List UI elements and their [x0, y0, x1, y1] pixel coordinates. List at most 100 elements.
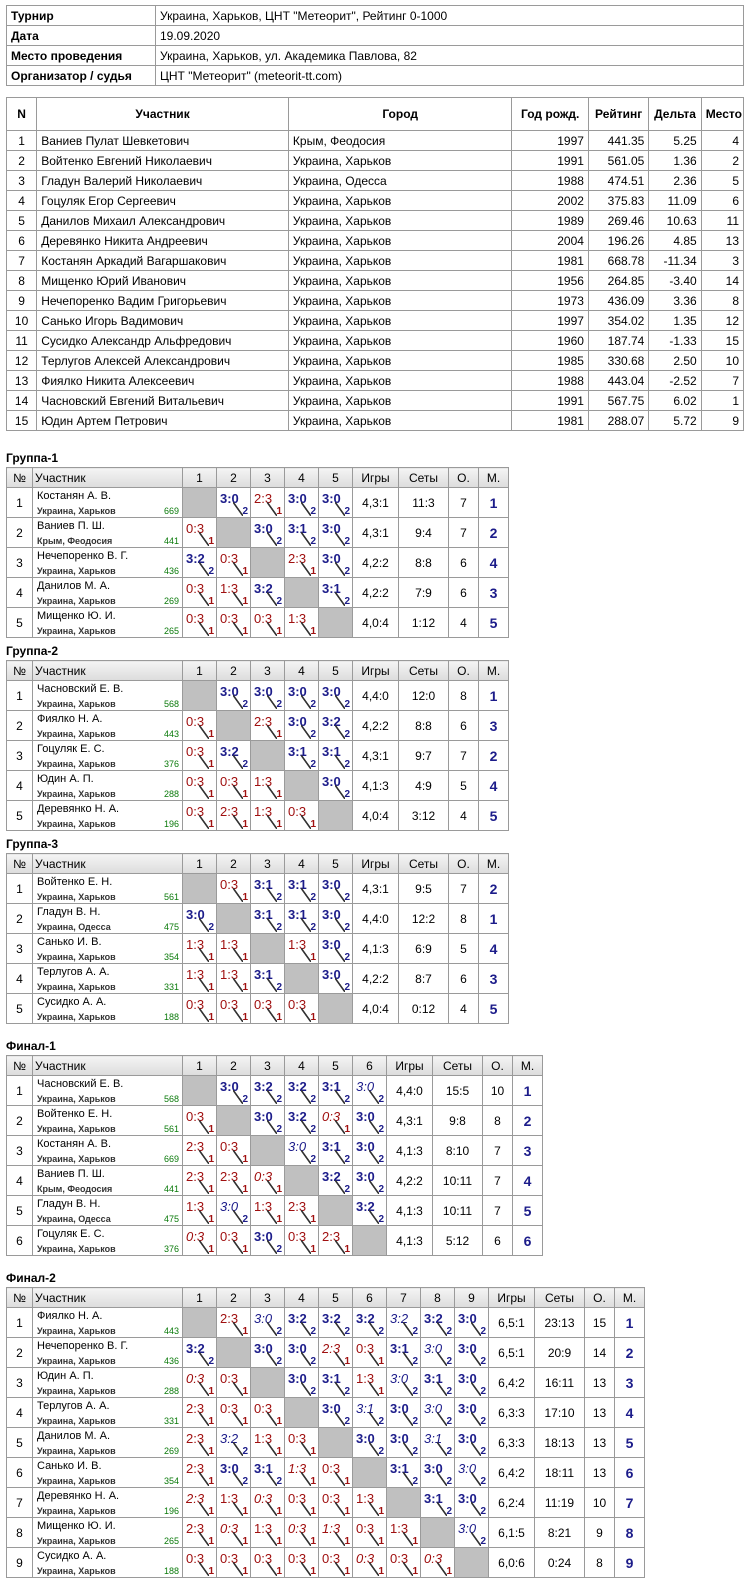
match-points: 1 — [242, 1536, 248, 1547]
score-cell: 0:3 1 — [216, 1397, 251, 1428]
player-name: Гладун В. Н. — [37, 1198, 101, 1210]
place: 6 — [512, 1225, 543, 1256]
column-header: О. — [584, 1287, 615, 1308]
participant-cell: Украина, Харьков — [287, 250, 513, 271]
slash — [403, 1412, 413, 1426]
slash — [233, 755, 243, 769]
column-header: Участник — [32, 1287, 183, 1308]
score-cell: 1:3 1 — [216, 1487, 251, 1518]
slash — [267, 1210, 277, 1224]
participant-cell: 3 — [700, 250, 745, 271]
slash — [267, 1472, 277, 1486]
slash — [335, 532, 345, 546]
points: 7 — [448, 487, 479, 518]
column-header: 5 — [318, 1055, 353, 1076]
row-number: 4 — [6, 1165, 33, 1196]
points: 8 — [584, 1547, 615, 1578]
slash — [335, 502, 345, 516]
player-rating: 436 — [163, 566, 179, 576]
participant-cell: Украина, Харьков — [287, 150, 513, 171]
match-points: 1 — [242, 1566, 248, 1577]
participant-cell: 288.07 — [587, 410, 650, 431]
player-cell: Деревянко Н. А. Украина, Харьков 196 — [32, 800, 183, 831]
slash — [301, 622, 311, 636]
group-header: № Участник 1 2 3 4 5 6 Игры Сеты О. М. — [6, 1055, 543, 1076]
match-points: 2 — [242, 759, 248, 770]
diagonal-cell — [216, 517, 251, 548]
participant-cell: 1.36 — [648, 150, 702, 171]
score-cell: 3:0 2 — [250, 680, 285, 711]
participant-cell: Санько Игорь Вадимович — [36, 310, 289, 331]
points: 9 — [584, 1517, 615, 1548]
slash — [233, 502, 243, 516]
participant-cell: 2 — [700, 150, 745, 171]
player-name: Деревянко Н. А. — [37, 803, 120, 815]
score-cell: 0:3 1 — [420, 1547, 455, 1578]
participant-row: 11 Сусидко Александр Альфредович Украина, … — [5, 330, 745, 351]
match-points: 2 — [412, 1356, 418, 1367]
column-header: Место — [700, 97, 745, 131]
participant-cell: Часновский Евгений Витальевич — [36, 390, 289, 411]
sets: 11:3 — [398, 487, 449, 518]
player-name: Данилов М. А. — [37, 1430, 111, 1442]
place: 1 — [478, 903, 509, 934]
match-points: 1 — [344, 1536, 350, 1547]
score-cell: 3:0 2 — [386, 1367, 421, 1398]
player-rating: 188 — [163, 1566, 179, 1576]
player-cell: Гоцуляк Е. С. Украина, Харьков 376 — [32, 1225, 183, 1256]
slash — [199, 755, 209, 769]
slash — [233, 948, 243, 962]
player-name: Гоцуляк Е. С. — [37, 743, 105, 755]
group-section: Группа-1 № Участник 1 2 3 4 5 Игры Сеты О. М. 1 Коста… — [6, 450, 744, 638]
score-cell: 2:3 1 — [250, 487, 285, 518]
sets: 6:9 — [398, 933, 449, 964]
group-row: 4 Терлугов А. А. Украина, Харьков 331 1:3 1 1:… — [6, 963, 509, 994]
group-row: 3 Юдин А. П. Украина, Харьков 288 0:3 1 0:3 1 3:… — [6, 1367, 645, 1398]
slash — [437, 1442, 447, 1456]
participant-cell: 9 — [700, 410, 745, 431]
match-points: 1 — [310, 1506, 316, 1517]
column-header: Игры — [488, 1287, 535, 1308]
group-header: № Участник 1 2 3 4 5 Игры Сеты О. М. — [6, 660, 509, 681]
score-cell: 0:3 1 — [182, 800, 217, 831]
participant-cell: 8 — [5, 270, 38, 291]
place: 2 — [478, 517, 509, 548]
match-points: 1 — [276, 789, 282, 800]
match-points: 2 — [446, 1356, 452, 1367]
games: 4,1:3 — [386, 1225, 433, 1256]
group-row: 2 Гладун В. Н. Украина, Одесса 475 3:0 2 3:1 2 3… — [6, 903, 509, 934]
row-number: 6 — [6, 1225, 33, 1256]
match-points: 1 — [276, 1536, 282, 1547]
group-header: № Участник 1 2 3 4 5 6 7 8 9 Игры Сеты О. М. — [6, 1287, 645, 1308]
diagonal-cell — [284, 963, 319, 994]
slash — [335, 1532, 345, 1546]
score-cell: 0:3 1 — [284, 1427, 319, 1458]
column-header: М. — [478, 467, 509, 488]
score-cell: 3:0 2 — [420, 1337, 455, 1368]
participant-cell: Украина, Харьков — [287, 230, 513, 251]
player-rating: 475 — [163, 1214, 179, 1224]
place: 2 — [512, 1105, 543, 1136]
score-cell: 1:3 1 — [216, 577, 251, 608]
participant-cell: 10 — [5, 310, 38, 331]
slash — [267, 1532, 277, 1546]
participant-row: 7 Костанян Аркадий Вагаршакович Украина, Х… — [5, 250, 745, 271]
score-cell: 3:2 2 — [318, 1165, 353, 1196]
sets: 8:8 — [398, 547, 449, 578]
slash — [199, 592, 209, 606]
score-cell: 3:0 2 — [454, 1337, 489, 1368]
match-points: 2 — [344, 1094, 350, 1105]
group-title: Финал-1 — [6, 1039, 56, 1053]
column-header: М. — [478, 853, 509, 874]
player-city: Украина, Харьков — [37, 759, 116, 769]
participant-cell: 330.68 — [587, 350, 650, 371]
slash — [199, 725, 209, 739]
row-number: 5 — [6, 1195, 33, 1226]
groups: Группа-1 № Участник 1 2 3 4 5 Игры Сеты О. М. 1 Коста… — [6, 450, 744, 1578]
match-points: 2 — [276, 1476, 282, 1487]
group-row: 5 Данилов М. А. Украина, Харьков 269 2:3 1 3:2… — [6, 1427, 645, 1458]
score-cell: 0:3 1 — [182, 740, 217, 771]
score-cell: 0:3 1 — [250, 1397, 285, 1428]
participant-cell: 15 — [5, 410, 38, 431]
score-cell: 1:3 1 — [352, 1367, 387, 1398]
